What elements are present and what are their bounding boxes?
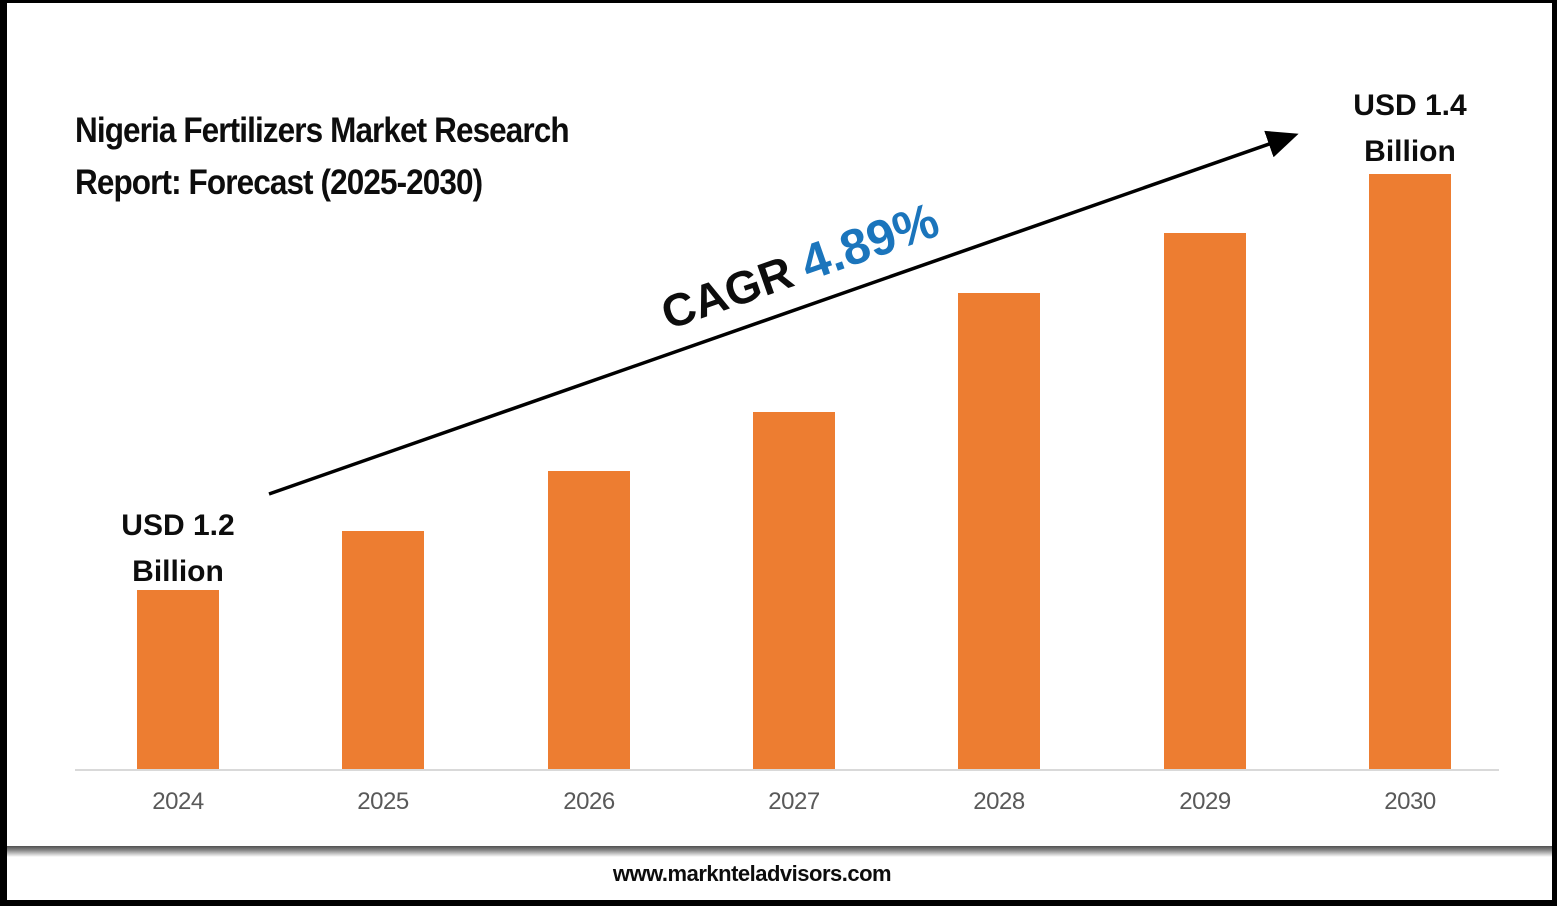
x-axis-label-2025: 2025 bbox=[357, 788, 409, 815]
x-axis-line bbox=[75, 769, 1499, 771]
x-axis-label-2028: 2028 bbox=[973, 788, 1025, 815]
footer-band: www.marknteladvisors.com bbox=[7, 857, 1552, 900]
data-label-2030-line1: USD 1.4 bbox=[1353, 89, 1467, 122]
cagr-annotation-prefix: CAGR bbox=[654, 241, 812, 340]
data-label-2030-line2: Billion bbox=[1364, 135, 1456, 168]
cagr-annotation: CAGR 4.89% bbox=[649, 189, 952, 345]
footer-divider bbox=[7, 846, 1552, 857]
data-label-2024-line1: USD 1.2 bbox=[121, 509, 235, 542]
bar-2024 bbox=[137, 590, 219, 769]
chart-canvas: Nigeria Fertilizers Market Research Repo… bbox=[7, 3, 1552, 900]
data-label-2024: USD 1.2 Billion bbox=[68, 503, 288, 595]
x-axis-label-2027: 2027 bbox=[768, 788, 820, 815]
bar-2028 bbox=[958, 293, 1040, 769]
x-axis-label-2026: 2026 bbox=[563, 788, 615, 815]
x-axis-label-2024: 2024 bbox=[152, 788, 204, 815]
bar-2029 bbox=[1164, 233, 1246, 769]
bar-2027 bbox=[753, 412, 835, 769]
chart-title-line1: Nigeria Fertilizers Market Research bbox=[75, 111, 570, 150]
data-label-2024-line2: Billion bbox=[132, 555, 224, 588]
bar-2026 bbox=[548, 471, 630, 769]
chart-title-line2: Report: Forecast (2025-2030) bbox=[75, 163, 483, 202]
data-label-2030: USD 1.4 Billion bbox=[1300, 83, 1520, 175]
cagr-value: 4.89% bbox=[793, 191, 946, 292]
bar-2025 bbox=[342, 531, 424, 769]
website-link[interactable]: www.marknteladvisors.com bbox=[612, 861, 892, 886]
bar-2030 bbox=[1369, 174, 1451, 769]
chart-title: Nigeria Fertilizers Market Research Repo… bbox=[75, 105, 705, 209]
x-axis-label-2030: 2030 bbox=[1384, 788, 1436, 815]
x-axis-label-2029: 2029 bbox=[1179, 788, 1231, 815]
